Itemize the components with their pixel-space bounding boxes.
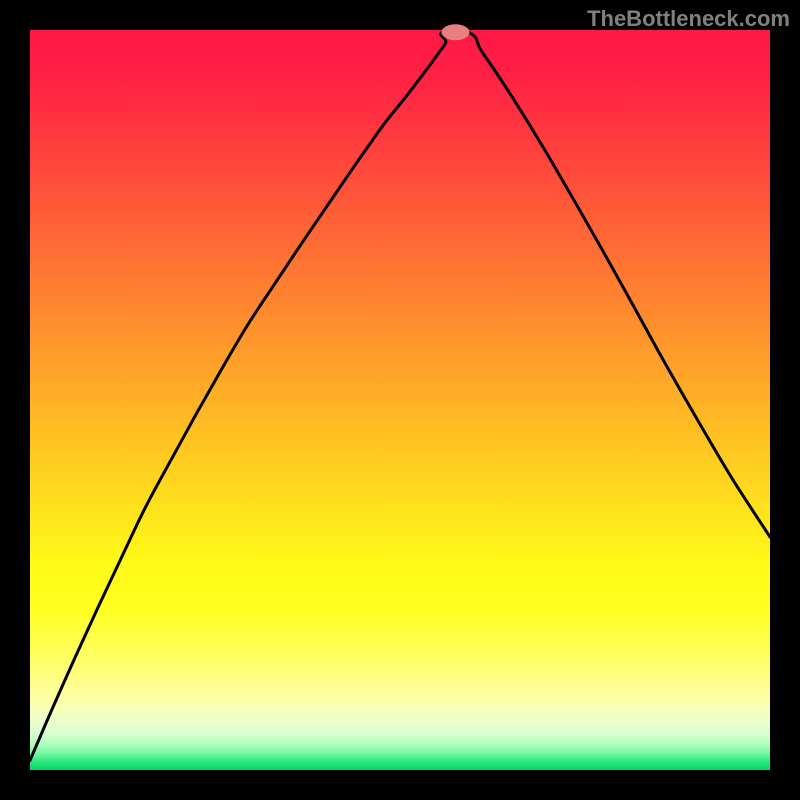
optimum-marker — [442, 24, 470, 40]
bottleneck-curve-chart — [0, 0, 800, 800]
plot-background — [30, 30, 770, 770]
chart-container: { "watermark": { "text": "TheBottleneck.… — [0, 0, 800, 800]
watermark: TheBottleneck.com — [587, 6, 790, 32]
